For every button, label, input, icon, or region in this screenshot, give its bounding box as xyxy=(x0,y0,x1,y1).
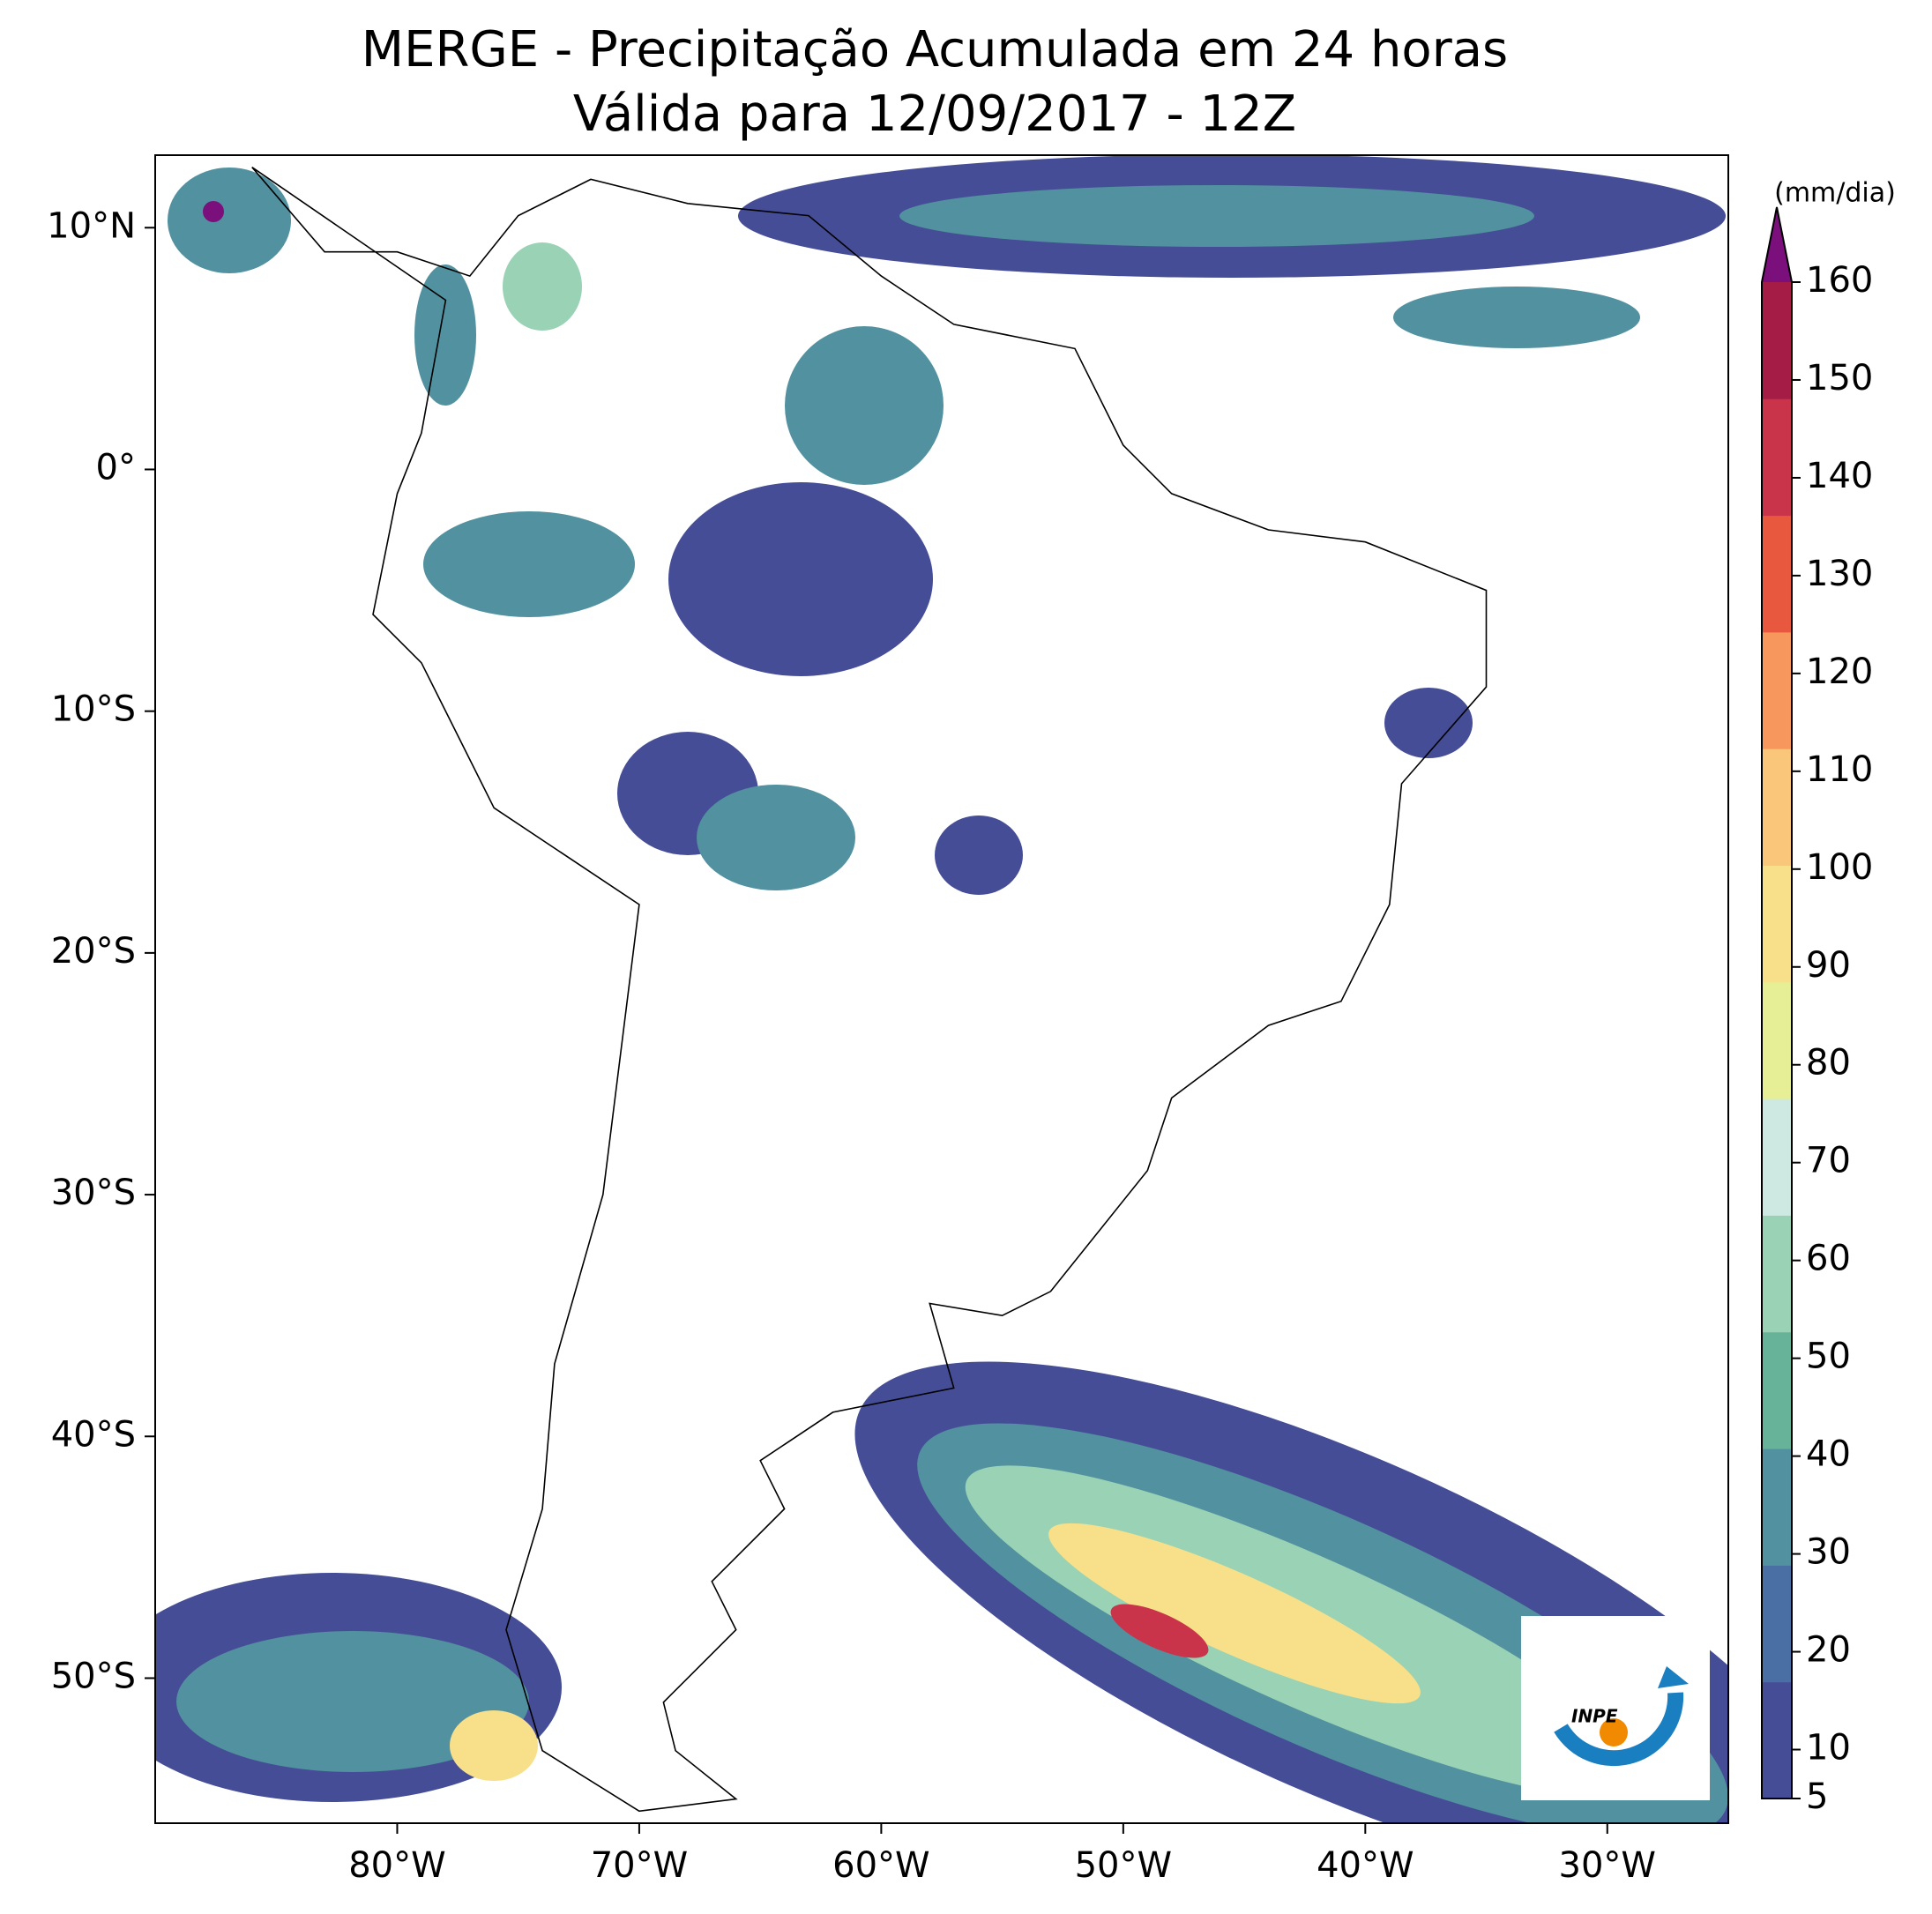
colorbar-band xyxy=(1762,1215,1792,1333)
x-tick-label: 80°W xyxy=(348,1845,445,1886)
colorbar-band xyxy=(1762,865,1792,983)
colorbar-tick-label: 50 xyxy=(1806,1337,1851,1377)
colorbar-tick-label: 10 xyxy=(1806,1728,1851,1769)
colorbar-band xyxy=(1762,1449,1792,1566)
colorbar-tick-label: 100 xyxy=(1806,847,1873,888)
logo-text: INPE xyxy=(1571,1706,1618,1727)
y-tick-label: 20°S xyxy=(51,931,136,972)
colorbar-tick-label: 120 xyxy=(1806,652,1873,692)
colorbar-tick-label: 160 xyxy=(1806,260,1873,301)
colorbar-frame xyxy=(1761,206,1793,1799)
coastline xyxy=(251,167,1488,1813)
colorbar-band xyxy=(1762,981,1792,1099)
y-tick-label: 50°S xyxy=(51,1656,136,1696)
subtitle: Válida para 12/09/2017 - 12Z xyxy=(573,86,1296,143)
colorbar-band xyxy=(1762,1331,1792,1449)
colorbar-extend xyxy=(1762,207,1792,282)
colorbar-band xyxy=(1762,282,1792,399)
colorbar-label: (mm/dia) xyxy=(1774,178,1896,209)
colorbar-tick-label: 20 xyxy=(1806,1630,1851,1671)
colorbar-tick-label: 70 xyxy=(1806,1141,1851,1181)
y-tick-label: 0° xyxy=(96,447,136,488)
title: MERGE - Precipitação Acumulada em 24 hor… xyxy=(362,21,1508,78)
x-tick-label: 50°W xyxy=(1075,1845,1172,1886)
colorbar-band xyxy=(1762,515,1792,633)
y-tick-label: 10°S xyxy=(51,689,136,730)
colorbar-tick-label: 30 xyxy=(1806,1532,1851,1573)
colorbar-band xyxy=(1762,1565,1792,1683)
colorbar-band xyxy=(1762,1681,1792,1799)
y-tick-label: 30°S xyxy=(51,1173,136,1213)
colorbar-band xyxy=(1762,1099,1792,1216)
logo: INPE xyxy=(1521,1616,1710,1800)
colorbar-tick-label: 80 xyxy=(1806,1043,1851,1084)
colorbar-tick-label: 150 xyxy=(1806,358,1873,398)
colorbar-tick-label: 130 xyxy=(1806,554,1873,594)
x-tick-label: 30°W xyxy=(1559,1845,1656,1886)
y-tick-label: 10°N xyxy=(47,205,136,246)
x-tick-label: 70°W xyxy=(591,1845,688,1886)
colorbar-tick-label: 90 xyxy=(1806,945,1851,986)
colorbar-tick-label: 60 xyxy=(1806,1239,1851,1279)
x-tick-label: 60°W xyxy=(832,1845,929,1886)
colorbar-band xyxy=(1762,748,1792,867)
colorbar-band xyxy=(1762,631,1792,749)
colorbar-band xyxy=(1762,398,1792,517)
y-tick-label: 40°S xyxy=(51,1414,136,1455)
colorbar-tick-label: 40 xyxy=(1806,1434,1851,1475)
colorbar-tick-label: 5 xyxy=(1806,1776,1828,1817)
colorbar-tick-label: 140 xyxy=(1806,456,1873,496)
colorbar-tick-label: 110 xyxy=(1806,749,1873,790)
x-tick-label: 40°W xyxy=(1317,1845,1414,1886)
plot-frame xyxy=(154,154,1729,1824)
